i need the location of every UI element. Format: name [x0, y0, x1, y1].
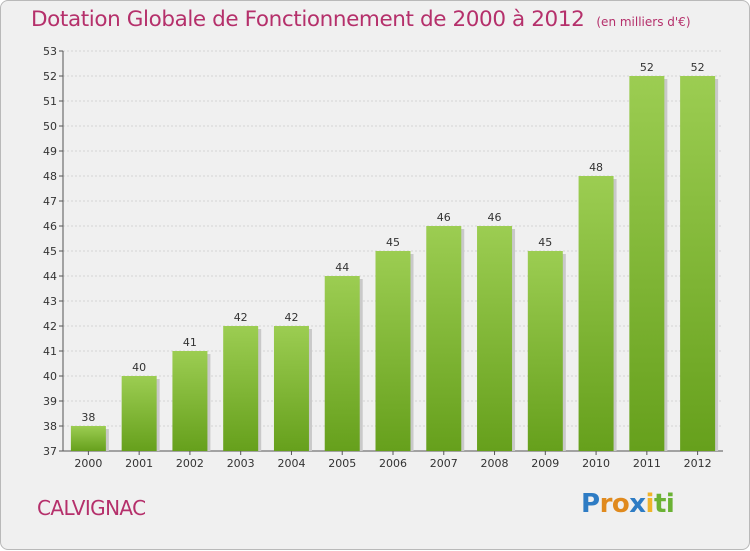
y-tick-label: 37 — [43, 445, 57, 458]
bar-2000[interactable] — [70, 426, 106, 451]
x-tick-label: 2000 — [74, 457, 102, 470]
y-tick-label: 50 — [43, 120, 57, 133]
logo-letter: P — [581, 489, 600, 519]
y-tick-label: 47 — [43, 195, 57, 208]
x-tick-label: 2010 — [582, 457, 610, 470]
y-tick-label: 41 — [43, 345, 57, 358]
y-tick-label: 43 — [43, 295, 57, 308]
chart-title-block: Dotation Globale de Fonctionnement de 20… — [31, 7, 691, 32]
x-tick-label: 2005 — [328, 457, 356, 470]
bar-2011[interactable] — [629, 76, 665, 451]
y-tick-label: 49 — [43, 145, 57, 158]
bar-2007[interactable] — [426, 226, 462, 451]
bars: 38 40 41 42 42 44 45 46 46 45 48 52 52 — [70, 61, 719, 451]
y-tick-label: 44 — [43, 270, 57, 283]
x-tick-label: 2002 — [176, 457, 204, 470]
bar-2005[interactable] — [324, 276, 360, 451]
x-tick-label: 2004 — [277, 457, 305, 470]
x-tick-label: 2012 — [684, 457, 712, 470]
bar-2012[interactable] — [680, 76, 716, 451]
data-label-2009: 45 — [538, 236, 552, 249]
data-label-2011: 52 — [640, 61, 654, 74]
data-label-2006: 45 — [386, 236, 400, 249]
bar-2002[interactable] — [172, 351, 208, 451]
logo-letter: r — [599, 489, 613, 519]
y-tick-label: 46 — [43, 220, 57, 233]
x-tick-label: 2007 — [430, 457, 458, 470]
logo-letter: i — [665, 489, 675, 519]
y-tick-label: 45 — [43, 245, 57, 258]
bar-2010[interactable] — [578, 176, 614, 451]
data-label-2003: 42 — [234, 311, 248, 324]
logo-letter: t — [653, 489, 666, 519]
data-label-2012: 52 — [691, 61, 705, 74]
x-ticks: 2000 2001 2002 2003 2004 2005 2006 2007 2008 2009… — [74, 451, 712, 470]
logo-letter: i — [645, 489, 655, 519]
chart-subtitle: (en milliers d'€) — [596, 15, 691, 29]
y-tick-label: 48 — [43, 170, 57, 183]
data-label-2007: 46 — [437, 211, 451, 224]
y-tick-label: 39 — [43, 395, 57, 408]
data-label-2008: 46 — [488, 211, 502, 224]
x-tick-label: 2009 — [531, 457, 559, 470]
bar-2004[interactable] — [273, 326, 309, 451]
y-tick-label: 42 — [43, 320, 57, 333]
bar-2006[interactable] — [375, 251, 411, 451]
data-label-2010: 48 — [589, 161, 603, 174]
x-tick-label: 2003 — [227, 457, 255, 470]
x-tick-label: 2008 — [481, 457, 509, 470]
proxiti-logo[interactable]: Proxiti — [581, 489, 675, 519]
y-tick-label: 53 — [43, 45, 57, 58]
x-tick-label: 2011 — [633, 457, 661, 470]
commune-name: CALVIGNAC — [37, 496, 146, 520]
logo-letter: o — [611, 489, 630, 519]
y-tick-label: 51 — [43, 95, 57, 108]
x-tick-label: 2006 — [379, 457, 407, 470]
bar-2008[interactable] — [477, 226, 513, 451]
x-tick-label: 2001 — [125, 457, 153, 470]
y-tick-label: 38 — [43, 420, 57, 433]
data-label-2005: 44 — [335, 261, 349, 274]
data-label-2000: 38 — [81, 411, 95, 424]
bar-2003[interactable] — [223, 326, 259, 451]
bar-2001[interactable] — [121, 376, 157, 451]
logo-letter: x — [629, 489, 646, 519]
y-tick-label: 52 — [43, 70, 57, 83]
data-label-2004: 42 — [284, 311, 298, 324]
bar-2009[interactable] — [527, 251, 563, 451]
chart-title: Dotation Globale de Fonctionnement de 20… — [31, 7, 585, 32]
data-label-2001: 40 — [132, 361, 146, 374]
data-label-2002: 41 — [183, 336, 197, 349]
y-ticks: 37 38 39 40 41 42 43 44 45 46 47 48 49 50 51 52 53 — [43, 45, 63, 458]
y-tick-label: 40 — [43, 370, 57, 383]
